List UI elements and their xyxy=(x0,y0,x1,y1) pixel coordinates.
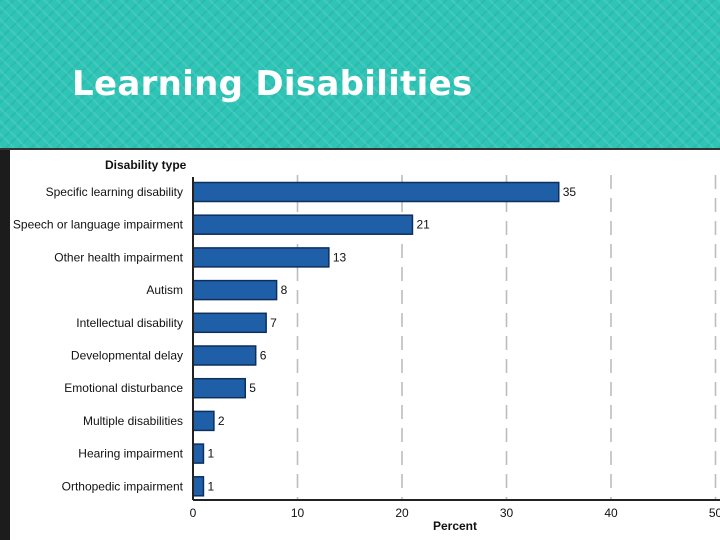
x-tick-label-50: 50 xyxy=(709,506,720,520)
bar-8 xyxy=(192,443,205,464)
x-axis-title: Percent xyxy=(433,519,477,533)
title-banner: Learning Disabilities xyxy=(0,0,720,150)
data-label-1: 21 xyxy=(416,218,430,232)
category-label-9: Orthopedic impairment xyxy=(62,479,184,493)
category-label-5: Developmental delay xyxy=(71,349,183,363)
data-label-0: 35 xyxy=(563,185,577,199)
data-label-5: 6 xyxy=(260,349,267,363)
x-tick-label-20: 20 xyxy=(395,506,409,520)
slide-title: Learning Disabilities xyxy=(72,64,473,104)
bar-5 xyxy=(192,345,257,366)
category-label-6: Emotional disturbance xyxy=(64,381,183,395)
left-edge-bar xyxy=(0,150,10,540)
bar-4 xyxy=(192,312,267,334)
data-label-3: 8 xyxy=(281,283,288,297)
category-label-8: Hearing impairment xyxy=(78,447,183,461)
chart-area: 35 Specific learning disability 21 Speech o… xyxy=(0,150,720,540)
category-label-2: Other health impairment xyxy=(54,250,183,264)
data-label-6: 5 xyxy=(249,381,256,395)
axis-layer: 0 10 20 30 40 50 xyxy=(190,177,720,520)
x-tick-label-10: 10 xyxy=(291,506,305,520)
y-axis-title: Disability type xyxy=(105,158,187,172)
bar-6 xyxy=(192,377,246,399)
category-label-7: Multiple disabilities xyxy=(83,414,183,428)
x-tick-label-40: 40 xyxy=(604,506,618,520)
data-label-2: 13 xyxy=(333,250,347,264)
data-label-7: 2 xyxy=(218,414,225,428)
data-label-8: 1 xyxy=(207,447,214,461)
category-label-1: Speech or language impairment xyxy=(13,218,184,232)
data-label-4: 7 xyxy=(270,316,277,330)
category-label-4: Intellectual disability xyxy=(76,316,183,330)
bar-1 xyxy=(192,214,414,235)
bar-7 xyxy=(192,410,215,432)
bar-2 xyxy=(192,247,330,268)
bar-3 xyxy=(192,279,278,301)
category-label-3: Autism xyxy=(146,283,183,297)
bar-9 xyxy=(192,476,205,497)
category-label-0: Specific learning disability xyxy=(46,185,183,199)
x-tick-label-0: 0 xyxy=(190,506,197,520)
x-tick-label-30: 30 xyxy=(500,506,514,520)
bar-layer xyxy=(192,181,560,497)
data-label-9: 1 xyxy=(207,479,214,493)
bar-0 xyxy=(192,181,560,203)
